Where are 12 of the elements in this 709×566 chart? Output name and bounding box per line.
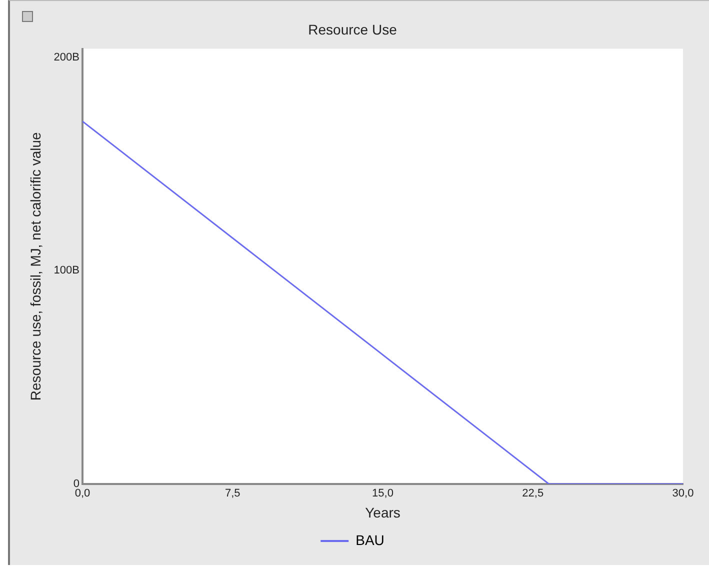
- x-tick-label: 30,0: [672, 488, 694, 500]
- x-tick-label: 7,5: [224, 488, 240, 500]
- x-tick-label: 15,0: [372, 488, 394, 500]
- chart-title: Resource Use: [308, 21, 398, 38]
- x-tick-label: 0,0: [74, 488, 90, 500]
- x-axis-title: Years: [365, 504, 400, 520]
- y-tick-label: 0: [73, 478, 80, 490]
- y-axis-title: Resource use, fossil, MJ, net calorific value: [27, 132, 44, 401]
- legend-label: BAU: [356, 532, 384, 548]
- x-tick-label: 22,5: [522, 488, 544, 500]
- y-tick-label: 200B: [54, 51, 80, 64]
- y-tick-label: 100B: [54, 264, 80, 277]
